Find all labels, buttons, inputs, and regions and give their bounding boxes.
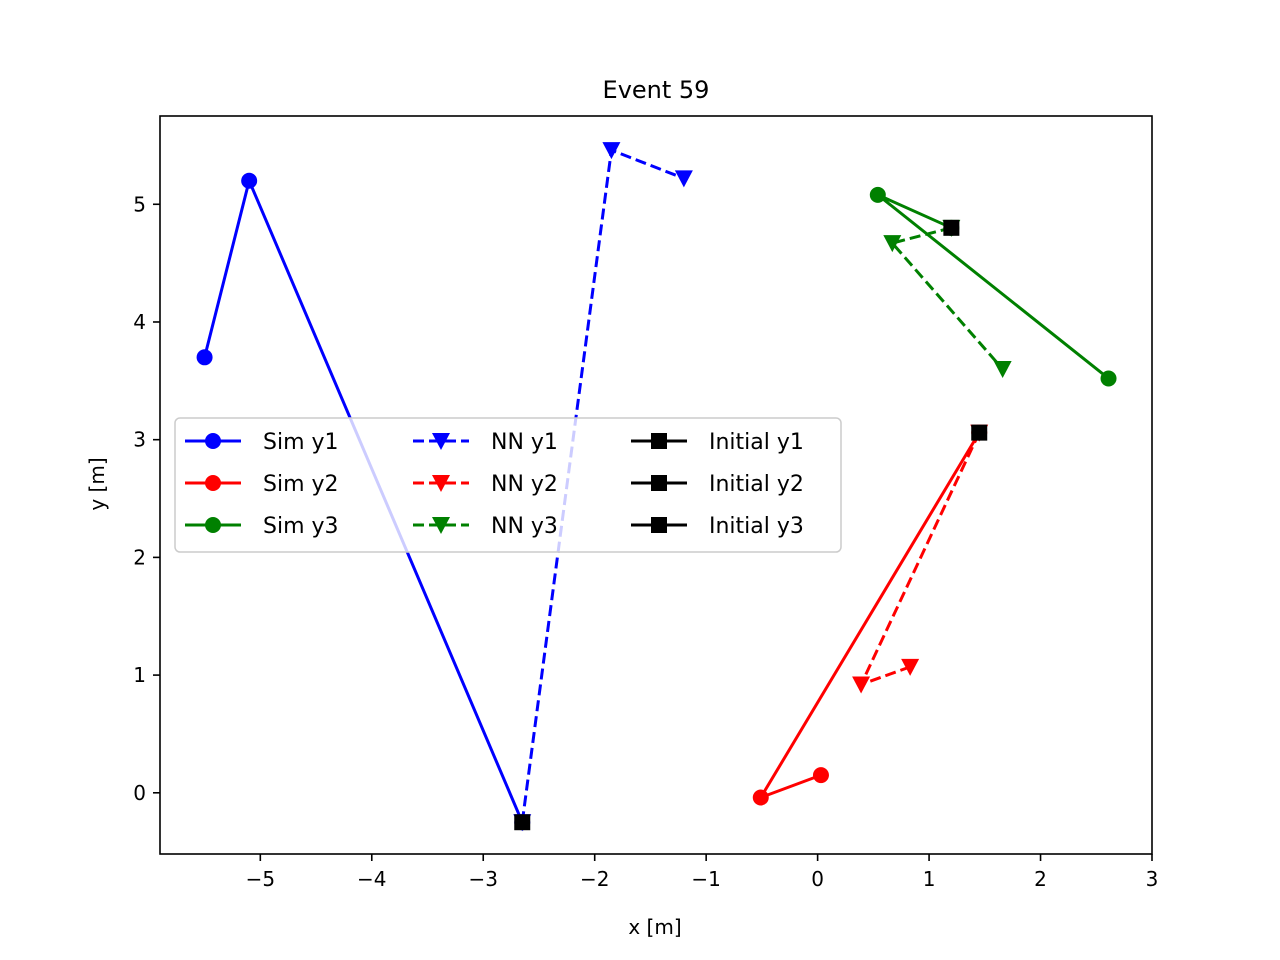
legend: Sim y1 Sim y2 Sim y3 NN y1 NN y2 NN y3 Initial… <box>174 417 842 553</box>
data-point-initial-y1-0 <box>514 814 531 831</box>
legend-label: NN y3 <box>491 514 558 539</box>
x-tick-label: −3 <box>468 867 497 891</box>
y-tick-label: 2 <box>133 545 146 569</box>
legend-entry-nn-y3: NN y3 <box>413 514 558 539</box>
series-line-sim-y3 <box>876 193 1110 380</box>
legend-marker <box>205 475 221 491</box>
y-tick-label: 4 <box>133 310 146 334</box>
axes: −5 −4 −3 −2 −1 0 1 2 3 0 1 2 3 4 5 <box>133 115 1159 891</box>
plot-area <box>196 142 1117 832</box>
legend-entry-sim-y3: Sim y3 <box>185 514 339 539</box>
legend-marker <box>651 433 667 449</box>
legend-marker <box>205 517 221 533</box>
series-initial-y3 <box>943 219 960 236</box>
y-tick-label: 3 <box>133 428 146 452</box>
data-point-nn-y3-1 <box>883 235 902 253</box>
series-line-nn-y3 <box>889 226 1004 371</box>
x-tick-label: −5 <box>246 867 275 891</box>
legend-entry-initial-y2: Initial y2 <box>631 472 804 497</box>
data-point-nn-y3-2 <box>993 361 1012 379</box>
series-nn-y3 <box>883 219 1012 379</box>
x-tick-label: 1 <box>923 867 936 891</box>
legend-entry-sim-y1: Sim y1 <box>185 430 339 455</box>
data-point-sim-y3-1 <box>869 186 886 203</box>
legend-entry-nn-y2: NN y2 <box>413 472 558 497</box>
legend-marker <box>432 475 450 492</box>
y-tick-label: 1 <box>133 663 146 687</box>
data-point-sim-y3-2 <box>1100 370 1117 387</box>
plot-frame <box>159 115 1153 855</box>
y-tick-label: 0 <box>133 781 146 805</box>
legend-entry-initial-y1: Initial y1 <box>631 430 804 455</box>
x-tick-label: −2 <box>580 867 609 891</box>
series-nn-y2 <box>852 424 989 694</box>
legend-entry-initial-y3: Initial y3 <box>631 514 804 539</box>
x-tick-label: −4 <box>357 867 386 891</box>
data-point-sim-y1-2 <box>196 349 213 366</box>
legend-entry-nn-y1: NN y1 <box>413 430 558 455</box>
data-point-nn-y2-2 <box>901 658 920 676</box>
legend-label: Sim y3 <box>263 514 339 539</box>
data-point-initial-y3-0 <box>943 219 960 236</box>
x-tick-label: 2 <box>1034 867 1047 891</box>
data-point-sim-y1-1 <box>241 172 258 189</box>
legend-label: NN y1 <box>491 430 558 455</box>
x-tick-label: 3 <box>1146 867 1159 891</box>
legend-marker <box>432 433 450 450</box>
y-tick-label: 5 <box>133 192 146 216</box>
x-tick-label: 0 <box>811 867 824 891</box>
data-point-nn-y1-2 <box>674 170 693 188</box>
legend-label: Initial y2 <box>709 472 804 497</box>
data-point-nn-y1-1 <box>602 142 621 160</box>
legend-label: Sim y1 <box>263 430 339 455</box>
legend-entry-sim-y2: Sim y2 <box>185 472 339 497</box>
legend-label: NN y2 <box>491 472 558 497</box>
series-line-nn-y2 <box>858 431 981 688</box>
legend-box <box>174 417 842 553</box>
chart-title: Event 59 <box>603 76 710 104</box>
legend-marker <box>651 517 667 533</box>
data-point-sim-y2-2 <box>812 767 829 784</box>
legend-marker <box>205 433 221 449</box>
x-tick-label: −1 <box>691 867 720 891</box>
data-point-sim-y2-1 <box>752 789 769 806</box>
y-axis-label: y [m] <box>85 457 109 510</box>
legend-marker <box>651 475 667 491</box>
data-point-initial-y2-0 <box>971 424 988 441</box>
x-axis-label: x [m] <box>628 915 681 939</box>
legend-label: Sim y2 <box>263 472 339 497</box>
series-initial-y2 <box>971 424 988 441</box>
legend-label: Initial y1 <box>709 430 804 455</box>
legend-marker <box>432 517 450 534</box>
legend-label: Initial y3 <box>709 514 804 539</box>
series-initial-y1 <box>514 814 531 831</box>
data-point-nn-y2-1 <box>852 676 871 694</box>
